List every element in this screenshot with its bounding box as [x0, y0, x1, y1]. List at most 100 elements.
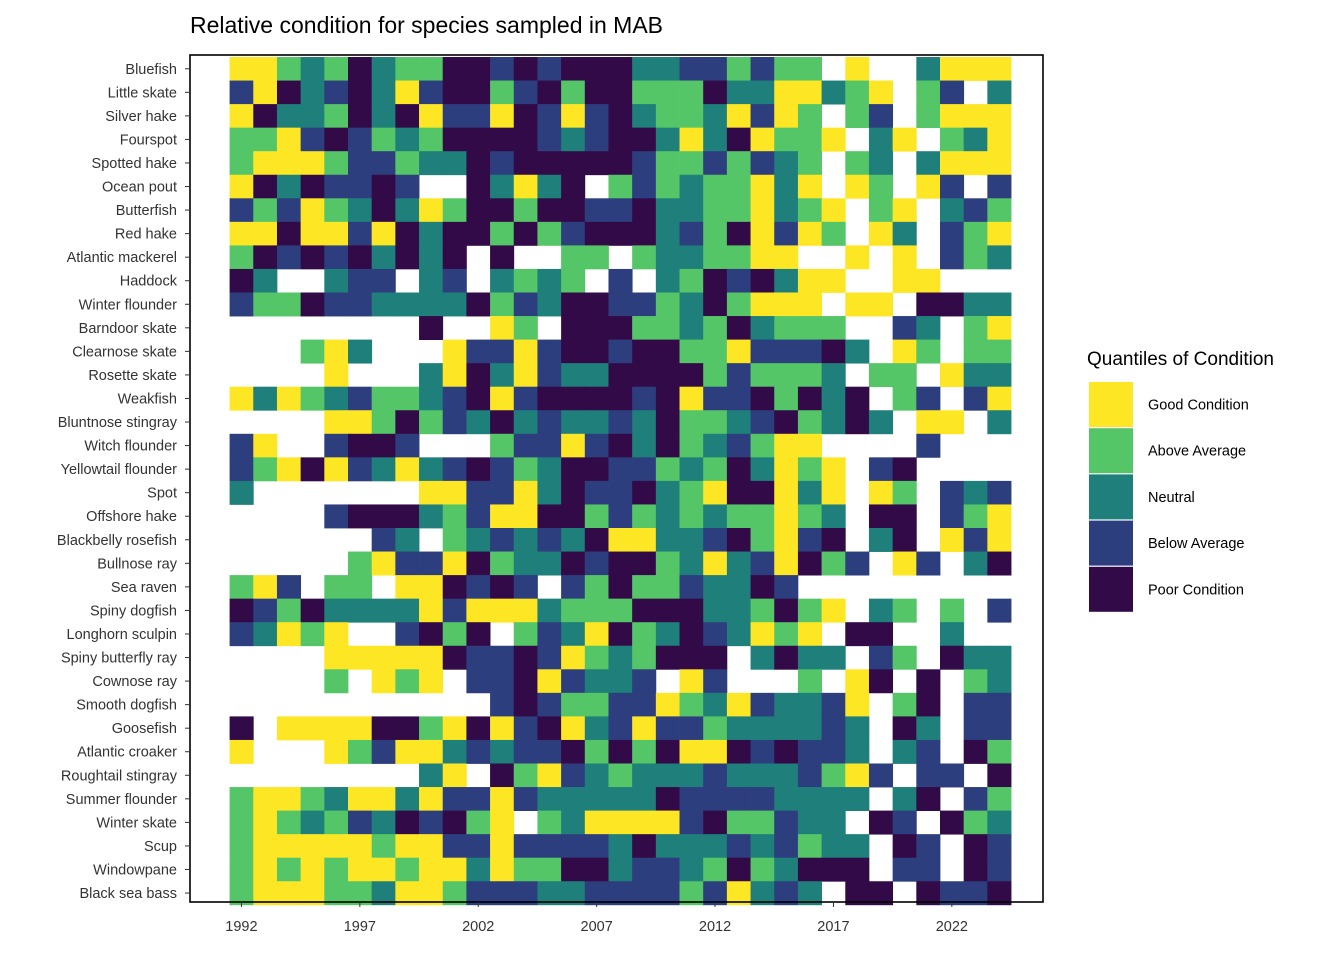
- heatmap-cell: [774, 575, 799, 600]
- heatmap-cell: [371, 716, 396, 741]
- heatmap-cell: [774, 857, 799, 882]
- heatmap-cell: [324, 622, 349, 647]
- heatmap-cell: [229, 834, 254, 859]
- heatmap-cell: [821, 598, 846, 623]
- heatmap-cell: [253, 198, 278, 223]
- heatmap-cell: [324, 433, 349, 458]
- heatmap-cell: [868, 598, 894, 623]
- heatmap-cell: [584, 104, 609, 129]
- heatmap-cell: [845, 716, 870, 741]
- heatmap-cell: [466, 810, 491, 835]
- heatmap-cell: [584, 221, 609, 246]
- heatmap-cell: [419, 787, 444, 811]
- heatmap-cell: [632, 386, 657, 411]
- heatmap-cell: [774, 716, 799, 741]
- heatmap-cell: [655, 457, 680, 482]
- heatmap-cell: [774, 504, 799, 529]
- heatmap-cell: [868, 669, 894, 694]
- y-tick-label: Windowpane: [93, 862, 177, 878]
- heatmap-cell: [655, 127, 680, 152]
- heatmap-cell: [324, 268, 349, 293]
- heatmap-cell: [229, 174, 254, 199]
- heatmap-cell: [229, 198, 254, 223]
- heatmap-cell: [324, 787, 349, 811]
- heatmap-cell: [726, 433, 751, 458]
- heatmap-cell: [655, 810, 680, 835]
- heatmap-cell: [395, 575, 420, 600]
- heatmap-cell: [253, 57, 278, 81]
- heatmap-cell: [750, 80, 775, 105]
- heatmap-cell: [797, 363, 822, 388]
- y-tick-label: Spotted hake: [92, 156, 177, 172]
- heatmap-cell: [466, 857, 491, 882]
- heatmap-cell: [395, 622, 420, 647]
- heatmap-cell: [797, 692, 822, 717]
- heatmap-cell: [703, 386, 728, 411]
- heatmap-cell: [940, 363, 965, 388]
- heatmap-cell: [963, 787, 988, 811]
- heatmap-cell: [750, 857, 775, 882]
- heatmap-cell: [940, 127, 965, 152]
- heatmap-cell: [276, 457, 302, 482]
- heatmap-cell: [750, 551, 775, 576]
- heatmap-cell: [655, 104, 680, 129]
- heatmap-cell: [584, 198, 609, 223]
- heatmap-cell: [419, 881, 444, 906]
- heatmap-cell: [324, 221, 349, 246]
- heatmap-cell: [797, 834, 822, 859]
- heatmap-cell: [632, 598, 657, 623]
- heatmap-cell: [561, 834, 586, 859]
- heatmap-cell: [419, 716, 444, 741]
- heatmap-cell: [276, 787, 302, 811]
- y-tick-label: Goosefish: [112, 721, 177, 737]
- heatmap-cell: [868, 174, 894, 199]
- heatmap-cell: [395, 174, 420, 199]
- heatmap-cell: [442, 504, 467, 529]
- heatmap-cell: [490, 528, 515, 552]
- heatmap-cell: [490, 504, 515, 529]
- heatmap-cell: [797, 174, 822, 199]
- heatmap-cell: [892, 127, 917, 152]
- heatmap-cell: [679, 645, 704, 670]
- heatmap-cell: [940, 881, 965, 906]
- heatmap-cell: [442, 151, 467, 176]
- heatmap-cell: [608, 504, 633, 529]
- heatmap-cell: [845, 739, 870, 764]
- heatmap-cell: [963, 716, 988, 741]
- heatmap-cell: [750, 174, 775, 199]
- heatmap-cell: [490, 127, 515, 152]
- heatmap-cell: [348, 268, 373, 293]
- heatmap-cell: [892, 363, 917, 388]
- heatmap-cell: [253, 80, 278, 105]
- heatmap-cell: [774, 480, 799, 505]
- heatmap-cell: [726, 763, 751, 788]
- heatmap-cell: [726, 221, 751, 246]
- heatmap-cell: [490, 834, 515, 859]
- heatmap-cell: [726, 386, 751, 411]
- heatmap-cell: [419, 598, 444, 623]
- heatmap-cell: [561, 551, 586, 576]
- heatmap-cell: [655, 881, 680, 906]
- heatmap-cell: [608, 363, 633, 388]
- heatmap-cell: [395, 504, 420, 529]
- heatmap-cell: [679, 268, 704, 293]
- heatmap-cell: [750, 480, 775, 505]
- heatmap-cell: [940, 622, 965, 647]
- heatmap-cell: [987, 669, 1012, 694]
- heatmap-cell: [537, 386, 562, 411]
- heatmap-cell: [395, 716, 420, 741]
- heatmap-cell: [537, 480, 562, 505]
- heatmap-cell: [561, 386, 586, 411]
- heatmap-cell: [371, 292, 396, 317]
- heatmap-cell: [442, 787, 467, 811]
- heatmap-cell: [537, 528, 562, 552]
- heatmap-cell: [963, 292, 988, 317]
- legend-label: Above Average: [1148, 444, 1246, 460]
- heatmap-cell: [466, 834, 491, 859]
- heatmap-cell: [584, 669, 609, 694]
- heatmap-cell: [466, 739, 491, 764]
- heatmap-cell: [892, 221, 917, 246]
- heatmap-cell: [584, 316, 609, 340]
- heatmap-cell: [845, 692, 870, 717]
- heatmap-cell: [987, 292, 1012, 317]
